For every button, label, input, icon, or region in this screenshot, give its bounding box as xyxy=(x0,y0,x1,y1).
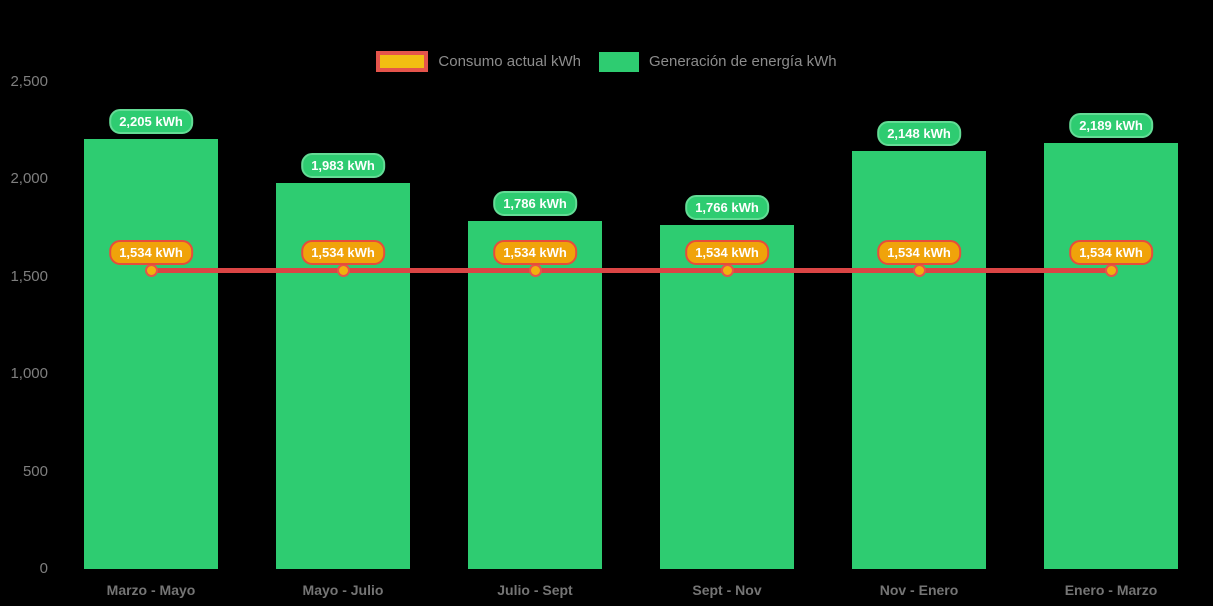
bar-generacion-energia xyxy=(84,139,218,569)
y-axis-tick-label: 1,000 xyxy=(10,365,48,383)
bar-generacion-energia xyxy=(1044,142,1178,569)
gridline xyxy=(66,569,1193,570)
line-value-badge: 1,534 kWh xyxy=(493,240,577,266)
line-point-marker xyxy=(145,264,158,278)
bar-value-badge: 2,189 kWh xyxy=(1069,112,1153,138)
x-axis-label: Mayo - Julio xyxy=(302,582,384,598)
line-point-marker xyxy=(337,264,350,278)
line-point-marker xyxy=(913,264,926,278)
gridline xyxy=(66,82,1193,83)
bar-value-badge: 1,983 kWh xyxy=(301,152,385,178)
bar-value-badge: 2,148 kWh xyxy=(877,120,961,146)
line-value-badge: 1,534 kWh xyxy=(685,240,769,266)
gridline xyxy=(66,179,1193,181)
y-axis-tick-label: 2,000 xyxy=(10,170,48,188)
line-point-marker xyxy=(529,264,542,278)
gridline xyxy=(66,374,1193,376)
line-point-marker xyxy=(721,264,734,278)
x-axis-label: Sept - Nov xyxy=(692,582,762,598)
legend-item-generacion[interactable]: Generación de energía kWh xyxy=(598,51,837,72)
legend-item-consumo[interactable]: Consumo actual kWh xyxy=(376,51,581,72)
bar-generacion-energia xyxy=(660,224,794,569)
x-axis-label: Julio - Sept xyxy=(497,582,573,598)
line-value-badge: 1,534 kWh xyxy=(877,240,961,266)
line-value-badge: 1,534 kWh xyxy=(301,240,385,266)
y-axis-tick-label: 1,500 xyxy=(10,267,48,285)
bar-value-badge: 1,766 kWh xyxy=(685,194,769,220)
bar-value-badge: 1,786 kWh xyxy=(493,191,577,217)
gridline xyxy=(66,276,1193,278)
x-axis-label: Enero - Marzo xyxy=(1064,582,1158,598)
x-axis-label: Nov - Enero xyxy=(879,582,959,598)
line-value-badge: 1,534 kWh xyxy=(109,240,193,266)
y-axis-tick-label: 0 xyxy=(39,560,48,577)
consumption-line xyxy=(151,268,1111,274)
y-axis-tick-label: 500 xyxy=(22,462,48,480)
line-point-marker xyxy=(1105,264,1118,278)
bar-generacion-energia xyxy=(852,150,986,569)
gridline xyxy=(66,471,1193,473)
legend-label-generacion: Generación de energía kWh xyxy=(648,53,837,70)
line-value-badge: 1,534 kWh xyxy=(1069,240,1153,266)
y-axis-tick-label: 2,500 xyxy=(10,73,48,90)
x-axis-label: Marzo - Mayo xyxy=(106,582,196,598)
bar-generacion-energia xyxy=(468,221,602,569)
legend-label-consumo: Consumo actual kWh xyxy=(438,53,581,70)
legend: Consumo actual kWh Generación de energía… xyxy=(0,51,1213,72)
generacion-swatch-icon xyxy=(598,51,639,72)
consumo-swatch-icon xyxy=(376,51,429,72)
bar-value-badge: 2,205 kWh xyxy=(109,109,193,135)
